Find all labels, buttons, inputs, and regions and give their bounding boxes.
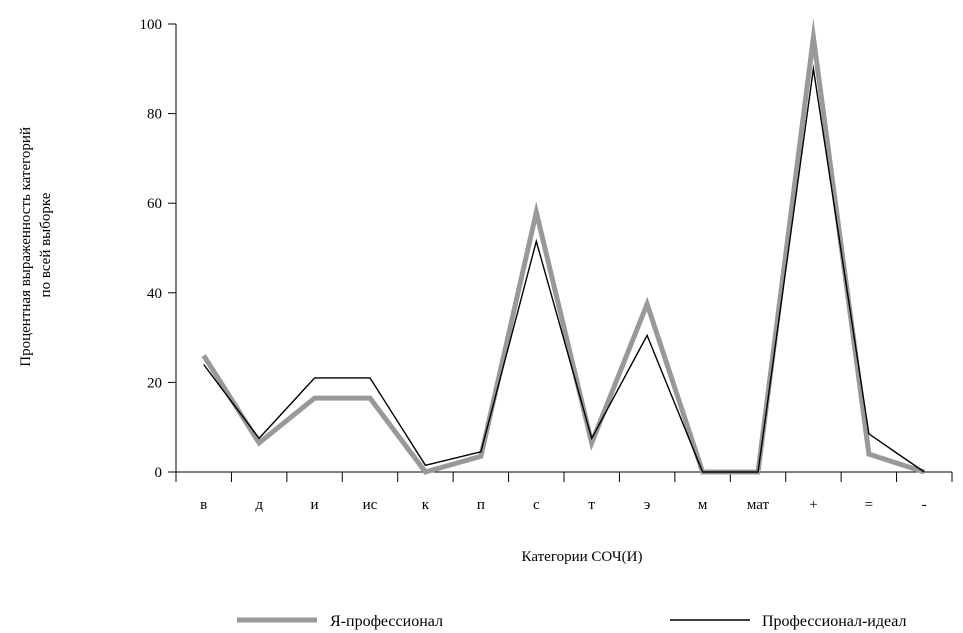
x-tick-label: мат — [747, 497, 770, 513]
x-tick-label: д — [255, 497, 263, 513]
x-tick-label: с — [533, 497, 540, 513]
y-tick-label: 80 — [147, 107, 162, 123]
series-layer — [201, 18, 926, 475]
y-axis-title-line-1: Процентная выраженность категорий — [18, 127, 34, 367]
legend: Я-профессионал Профессионал-идеал — [237, 613, 907, 630]
legend-label-series-1: Я-профессионал — [330, 613, 443, 630]
y-tick-label: 40 — [147, 286, 162, 302]
legend-item-series-1: Я-профессионал — [237, 613, 443, 630]
x-tick-label: и — [311, 497, 319, 513]
x-tick-label: т — [588, 497, 595, 513]
x-tick-label: э — [644, 497, 650, 513]
y-axis-title-line-2: по всей выборке — [38, 192, 54, 297]
y-tick-label: 60 — [147, 196, 162, 212]
y-tick-label: 100 — [140, 17, 163, 33]
y-tick-label: 0 — [155, 465, 163, 481]
x-axis: в д и ис к п с т э м мат + = - — [175, 471, 953, 513]
series-line-2 — [203, 63, 925, 473]
y-axis-title: Процентная выраженность категорий по все… — [18, 123, 54, 366]
legend-item-series-2: Профессионал-идеал — [670, 613, 907, 630]
x-tick-label: = — [865, 497, 873, 513]
y-tick-label: 20 — [147, 375, 162, 391]
legend-label-series-2: Профессионал-идеал — [762, 613, 907, 630]
x-tick-label: в — [200, 497, 207, 513]
x-tick-label: п — [477, 497, 485, 513]
x-tick-label: - — [922, 497, 927, 513]
x-tick-label: к — [422, 497, 430, 513]
x-tick-label: ис — [363, 497, 378, 513]
y-axis: 0 20 40 60 80 100 — [140, 17, 177, 481]
x-axis-title: Категории СОЧ(И) — [522, 549, 643, 565]
series-line-1 — [201, 18, 926, 475]
x-tick-label: м — [698, 497, 708, 513]
x-tick-label: + — [809, 497, 817, 513]
